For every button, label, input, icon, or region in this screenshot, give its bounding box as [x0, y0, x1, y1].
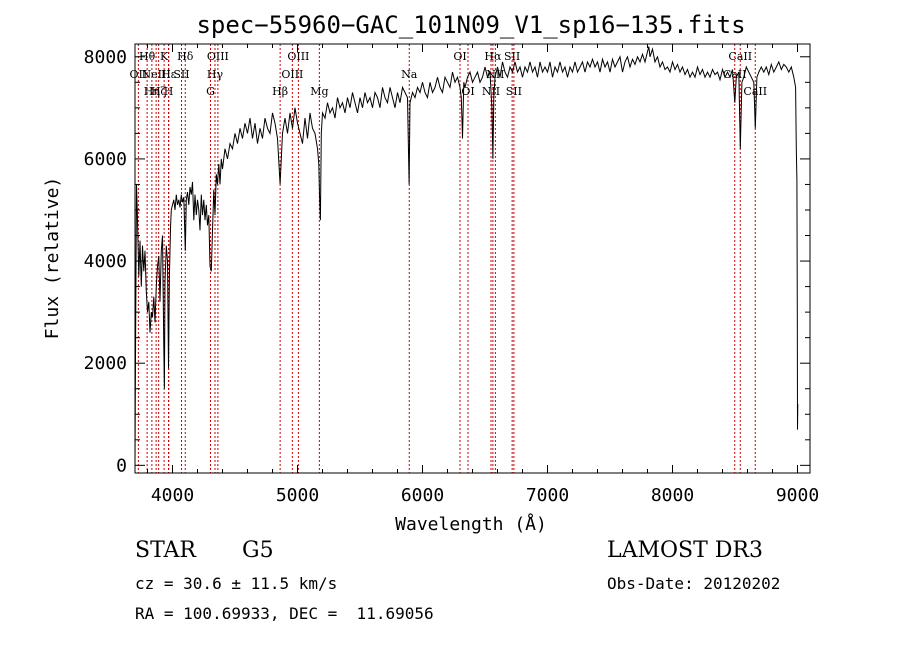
line-marker-label: SII — [504, 50, 520, 63]
line-marker-label: OIII — [207, 50, 229, 63]
line-marker-label: OIII — [287, 50, 309, 63]
object-subclass: G5 — [242, 538, 274, 563]
redshift-velocity: cz = 30.6 ± 11.5 km/s — [135, 574, 338, 593]
line-marker-label: SII — [506, 85, 522, 98]
line-marker-label: G — [206, 85, 215, 98]
y-tick-label: 8000 — [84, 47, 127, 68]
x-tick-label: 5000 — [276, 485, 319, 506]
line-marker-label: OI — [461, 85, 474, 98]
line-marker-label: CaII — [723, 68, 747, 81]
line-marker-label: Hβ — [272, 85, 288, 98]
line-marker-label: Mg — [310, 85, 328, 98]
spectrum-line — [134, 46, 799, 466]
observation-date: Obs-Date: 20120202 — [607, 574, 781, 593]
x-tick-label: 9000 — [776, 485, 819, 506]
x-tick-label: 8000 — [651, 485, 694, 506]
line-marker-label: Na — [401, 68, 418, 81]
y-tick-label: 6000 — [84, 149, 127, 170]
line-marker-label: Hθ — [139, 50, 156, 63]
line-marker-label: CaII — [728, 50, 752, 63]
x-axis-ticks: 4000 5000 6000 7000 8000 9000 — [147, 44, 819, 506]
line-marker-label: Hε — [161, 68, 177, 81]
line-marker-label: Hγ — [207, 68, 224, 81]
y-tick-label: 0 — [116, 455, 127, 476]
x-tick-label: 6000 — [401, 485, 444, 506]
line-marker-label: Hα — [484, 50, 502, 63]
object-class: STAR — [135, 538, 196, 563]
line-marker-label: OI — [453, 50, 466, 63]
line-marker-label: OIII — [281, 68, 303, 81]
line-markers — [137, 44, 756, 473]
y-tick-label: 2000 — [84, 353, 127, 374]
x-tick-label: 7000 — [526, 485, 569, 506]
x-axis-label: Wavelength (Å) — [395, 513, 547, 535]
line-marker-label: NeIII — [142, 68, 171, 81]
x-tick-label: 4000 — [151, 485, 194, 506]
line-marker-label: Hη — [144, 85, 160, 98]
line-marker-label: SII — [173, 68, 189, 81]
y-axis-ticks: 0 2000 4000 6000 8000 — [84, 47, 810, 476]
sky-coordinates: RA = 100.69933, DEC = 11.69056 — [135, 604, 434, 623]
plot-frame — [134, 43, 811, 474]
line-marker-label: Hδ — [177, 50, 194, 63]
line-marker-label: Hζ — [151, 85, 167, 98]
line-marker-label: CaII — [743, 85, 767, 98]
line-marker-labels: OIIHθHηNeIIIHζKHHεSIIHδGHγOIIIHβOIIIOIII… — [130, 50, 768, 98]
y-axis-label: Flux (relative) — [42, 177, 63, 340]
chart-title: spec−55960−GAC_101N09_V1_sp16−135.fits — [196, 11, 745, 39]
line-marker-label: K — [160, 50, 169, 63]
y-tick-label: 4000 — [84, 251, 127, 272]
line-marker-label: H — [164, 85, 174, 98]
survey-name: LAMOST DR3 — [607, 538, 763, 563]
line-marker-label: OII — [130, 68, 148, 81]
